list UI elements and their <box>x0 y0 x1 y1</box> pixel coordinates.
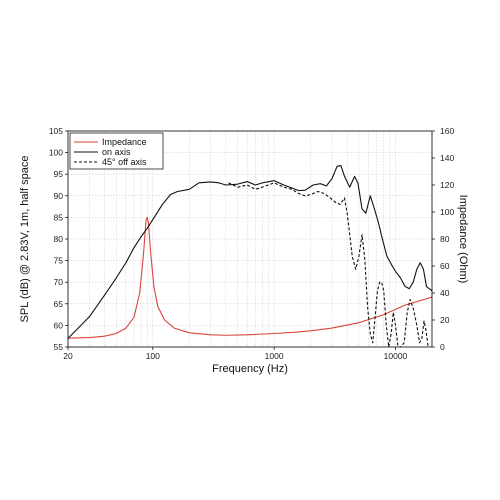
y2-tick-label: 60 <box>440 261 450 271</box>
y2-tick-label: 100 <box>440 207 454 217</box>
y2-axis-title: Impedance (Ohm) <box>457 195 469 284</box>
impedance-curve <box>68 216 432 339</box>
y-axis-title: SPL (dB) @ 2.83V, 1m, half space <box>19 156 31 323</box>
y2-tick-label: 120 <box>440 180 454 190</box>
y-tick-label: 55 <box>54 342 64 352</box>
y-tick-label: 90 <box>54 191 64 201</box>
legend-box <box>69 132 164 170</box>
y-tick-label: 100 <box>49 148 63 158</box>
x-tick-label: 10000 <box>384 351 408 361</box>
x-axis-title: Frequency (Hz) <box>212 363 288 375</box>
x-tick-label: 1000 <box>265 351 284 361</box>
y-tick-label: 75 <box>54 256 64 266</box>
y-tick-label: 95 <box>54 169 64 179</box>
y-tick-label: 65 <box>54 299 64 309</box>
y2-tick-label: 80 <box>440 234 450 244</box>
y-tick-label: 105 <box>49 126 63 136</box>
y2-tick-label: 160 <box>440 126 454 136</box>
ticks: 20 100 1000 10000 55 60 65 70 75 80 85 90 95 100 105 0 2… <box>49 126 455 361</box>
y2-tick-label: 20 <box>440 315 450 325</box>
legend-label-impedance: Impedance <box>102 137 147 147</box>
on-axis-curve <box>68 165 432 339</box>
y-tick-label: 85 <box>54 212 64 222</box>
y2-tick-label: 0 <box>440 342 445 352</box>
series-layer <box>68 165 432 347</box>
legend-label-on-axis: on axis <box>102 147 131 157</box>
y2-tick-label: 40 <box>440 288 450 298</box>
y-tick-label: 70 <box>54 277 64 287</box>
y-tick-label: 60 <box>54 320 64 330</box>
legend: Impedance on axis 45° off axis <box>69 132 164 170</box>
x-tick-label: 100 <box>146 351 160 361</box>
y-tick-label: 80 <box>54 234 64 244</box>
x-tick-label: 20 <box>63 351 73 361</box>
off-axis-45-curve <box>228 182 429 347</box>
y2-tick-label: 140 <box>440 153 454 163</box>
legend-label-off-axis: 45° off axis <box>102 157 147 167</box>
